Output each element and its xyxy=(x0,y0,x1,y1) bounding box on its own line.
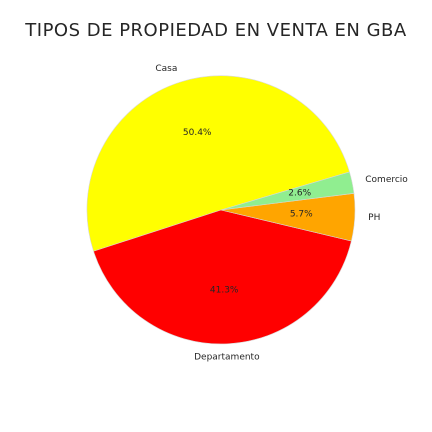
pct-label-casa: 50.4% xyxy=(183,128,212,138)
pie-slice-departamento xyxy=(93,209,352,345)
slice-label-comercio: Comercio xyxy=(365,175,408,185)
pie-slice-comercio xyxy=(220,171,355,211)
pct-label-ph: 5.7% xyxy=(290,209,313,219)
pct-label-departamento: 41.3% xyxy=(210,285,239,295)
pie-slices xyxy=(86,75,356,345)
chart-title: TIPOS DE PROPIEDAD EN VENTA EN GBA xyxy=(25,20,407,41)
slice-label-ph: PH xyxy=(368,213,380,223)
pie-slice-casa xyxy=(86,75,350,252)
pie-labels: 50.4% Casa 41.3% Departamento 5.7% PH 2.6% Come… xyxy=(155,64,408,362)
slice-label-casa: Casa xyxy=(155,64,177,74)
pct-label-comercio: 2.6% xyxy=(288,189,311,199)
slice-label-departamento: Departamento xyxy=(194,352,260,362)
